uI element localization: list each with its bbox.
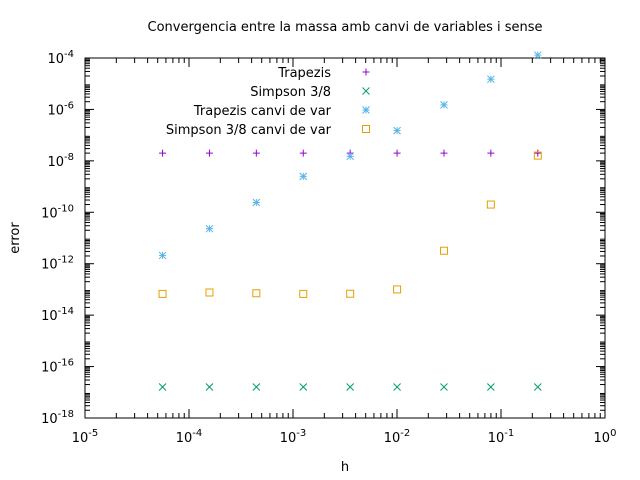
data-point	[487, 149, 495, 157]
plot-frame	[84, 57, 606, 419]
data-point	[299, 383, 308, 391]
y-tick-label-exponent: -12	[58, 255, 74, 266]
y-tick-label-exponent: -18	[58, 409, 74, 420]
data-point	[533, 151, 542, 160]
x-tick-label-exponent: -5	[88, 428, 98, 439]
x-tick-label-exponent: -3	[296, 428, 306, 439]
x-tick-label: 10-4	[176, 428, 203, 446]
data-point	[440, 149, 448, 157]
y-tick-label-exponent: -10	[58, 203, 74, 214]
x-tick-label-exponent: -2	[400, 428, 410, 439]
data-point	[440, 383, 448, 391]
y-tick-label-exponent: -8	[64, 152, 74, 163]
data-point	[346, 152, 355, 161]
legend-label: Simpson 3/8	[250, 85, 331, 100]
series-0	[159, 149, 542, 157]
y-tick-label-exponent: -14	[58, 306, 74, 317]
y-axis-label: error	[8, 222, 23, 254]
x-tick-label-exponent: -1	[504, 428, 514, 439]
y-tick-label: 10-10	[41, 203, 74, 221]
y-tick-label-base: 10	[41, 206, 58, 221]
x-tick-label-exponent: 0	[610, 428, 616, 439]
data-point	[252, 383, 261, 391]
y-tick-label-exponent: -6	[64, 100, 74, 111]
data-point	[205, 383, 214, 391]
y-tick-label: 10-16	[41, 358, 74, 376]
data-point	[393, 383, 401, 391]
y-tick-label-base: 10	[41, 309, 58, 324]
data-point	[533, 51, 542, 59]
data-point	[158, 289, 167, 298]
data-point	[252, 149, 260, 157]
data-point	[440, 101, 448, 109]
x-tick-label: 10-3	[280, 428, 307, 446]
y-tick-label-exponent: -16	[58, 358, 74, 369]
data-point	[533, 383, 542, 391]
legend-marker	[362, 68, 370, 76]
legend-label: Trapezis canvi de var	[193, 104, 332, 119]
data-point	[159, 149, 167, 157]
y-tick-label-base: 10	[41, 412, 58, 427]
y-tick-label: 10-12	[41, 255, 74, 273]
x-tick-label-exponent: -4	[192, 428, 202, 439]
data-point	[534, 149, 542, 157]
y-tick-label-exponent: -4	[64, 49, 74, 60]
x-tick-label-base: 10	[72, 431, 89, 446]
y-tick-label-base: 10	[47, 103, 64, 118]
legend-label: Simpson 3/8 canvi de var	[166, 123, 332, 138]
data-point	[439, 246, 448, 255]
y-tick-label-base: 10	[47, 52, 64, 67]
y-tick-label: 10-8	[47, 152, 74, 170]
series-2	[158, 51, 542, 260]
y-tick-label-base: 10	[47, 155, 64, 170]
data-point	[486, 200, 495, 209]
y-tick-label: 10-6	[47, 100, 74, 118]
data-point	[205, 224, 214, 233]
data-point	[252, 289, 261, 298]
data-point	[252, 198, 261, 207]
legend-label: Trapezis	[277, 66, 331, 81]
data-point	[346, 383, 355, 391]
x-tick-label: 100	[594, 428, 617, 446]
data-point	[393, 285, 402, 294]
y-tick-label: 10-14	[41, 306, 74, 324]
x-tick-label-base: 10	[594, 431, 611, 446]
data-point	[487, 75, 495, 84]
x-axis: 10-5 10-4 10-3 10-2 10-1 100	[72, 58, 617, 446]
legend: Trapezis Simpson 3/8 Trapezis canvi de var…	[166, 66, 370, 138]
data-point	[299, 289, 308, 298]
legend-marker	[362, 87, 370, 95]
x-tick-label: 10-1	[488, 428, 515, 446]
x-axis-label: h	[341, 460, 349, 475]
series-1	[158, 383, 542, 391]
data-point	[393, 126, 401, 135]
x-tick-label-base: 10	[280, 431, 297, 446]
x-tick-label-base: 10	[176, 431, 193, 446]
data-point	[299, 172, 308, 181]
data-point	[346, 289, 355, 298]
series-3	[158, 151, 542, 298]
y-tick-label-base: 10	[41, 258, 58, 273]
data-point	[158, 383, 167, 391]
y-tick-label-base: 10	[41, 361, 58, 376]
y-tick-label: 10-4	[47, 49, 74, 67]
data-point	[205, 149, 213, 157]
x-tick-label: 10-5	[72, 428, 99, 446]
data-series	[158, 51, 542, 391]
x-tick-label-base: 10	[488, 431, 505, 446]
data-point	[487, 383, 495, 391]
legend-marker	[362, 125, 370, 133]
legend-marker	[362, 106, 370, 114]
data-point	[205, 288, 214, 297]
y-tick-label: 10-18	[41, 409, 74, 427]
x-tick-label-base: 10	[384, 431, 401, 446]
data-point	[393, 149, 401, 157]
data-point	[158, 251, 167, 260]
data-point	[299, 149, 307, 157]
chart-title: Convergencia entre la massa amb canvi de…	[148, 20, 543, 35]
x-tick-label: 10-2	[384, 428, 411, 446]
